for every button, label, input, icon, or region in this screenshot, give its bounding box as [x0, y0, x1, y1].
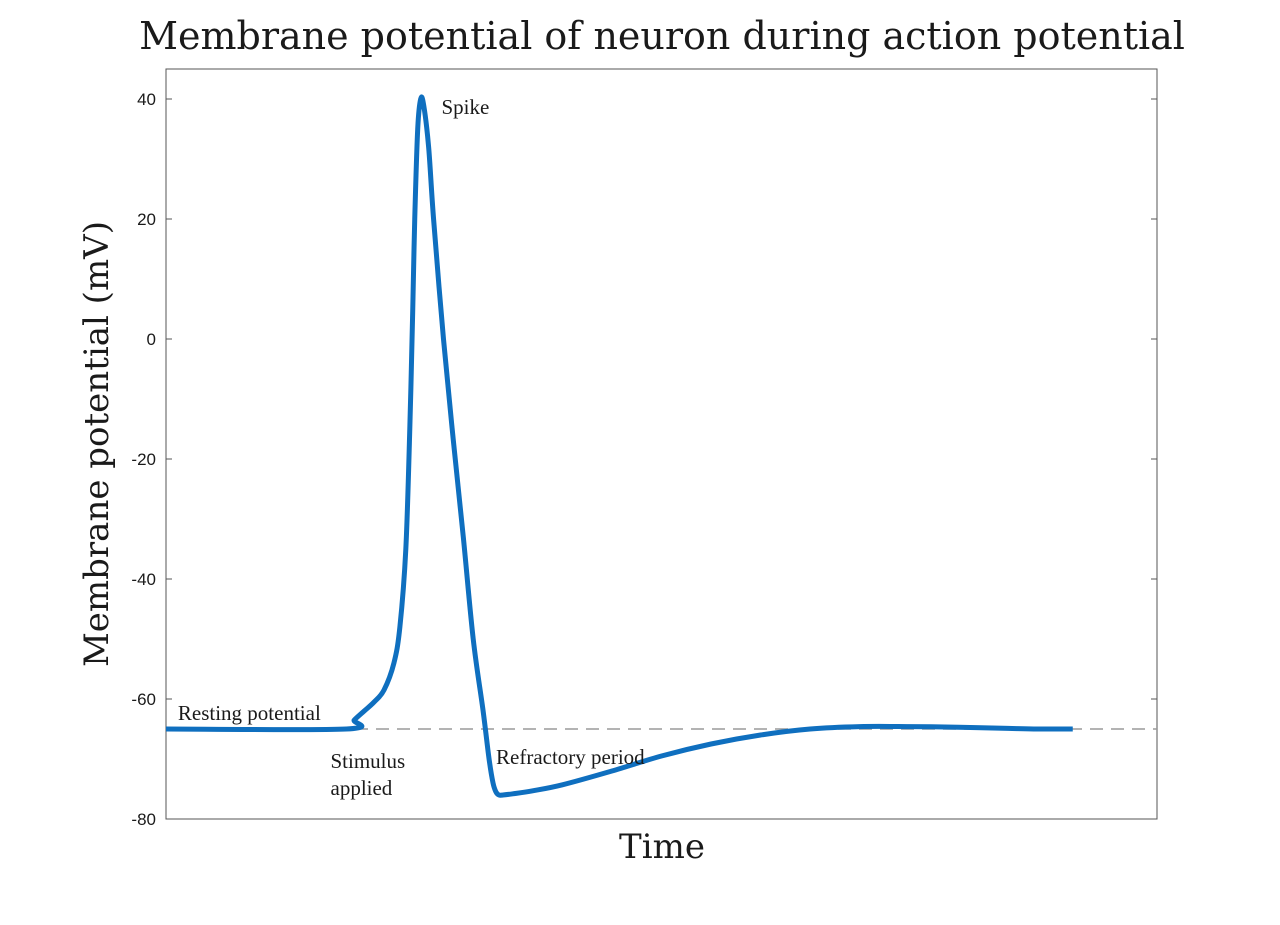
y-tick-label: 20 — [137, 210, 156, 229]
y-tick-label: 40 — [137, 90, 156, 109]
annotations: Spike Resting potential Stimulus applied Ref… — [178, 95, 645, 800]
annotation-label: Spike — [441, 95, 489, 119]
plot-area-frame — [165, 68, 1158, 820]
y-tick-label: -80 — [131, 810, 156, 829]
chart-title: Membrane potential of neuron during acti… — [139, 14, 1185, 58]
y-tick-label: -40 — [131, 570, 156, 589]
annotation-label: Resting potential — [178, 701, 321, 725]
y-tick-label: 0 — [147, 330, 156, 349]
series-layer — [165, 94, 1073, 798]
x-axis-label: Time — [619, 827, 705, 867]
y-tick-label: -20 — [131, 450, 156, 469]
annotation-label: Refractory period — [496, 745, 645, 769]
tick-marks — [166, 98, 1157, 820]
membrane-potential-line — [165, 94, 1073, 798]
y-tick-label: -60 — [131, 690, 156, 709]
annotation-label: Stimulus — [331, 749, 406, 773]
y-axis-label: Membrane potential (mV) — [77, 221, 117, 667]
y-tick-labels: 40 20 0 -20 -40 -60 -80 — [131, 90, 156, 829]
annotation-label: applied — [331, 776, 393, 800]
